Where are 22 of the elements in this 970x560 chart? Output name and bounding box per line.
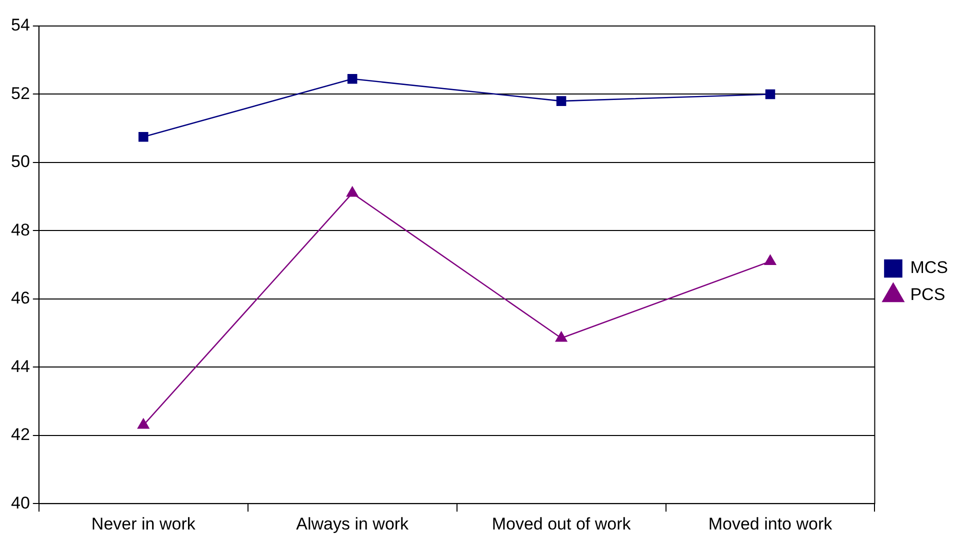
point — [555, 331, 568, 342]
point — [556, 96, 566, 106]
point — [764, 254, 776, 266]
y-tick-label: 52 — [10, 84, 30, 103]
y-tick-label: 50 — [10, 152, 30, 172]
point — [346, 186, 358, 197]
y-tick-label: 44 — [10, 356, 30, 376]
point — [138, 418, 150, 429]
x-tick-label: Moved into work — [708, 514, 833, 534]
y-tick-label: 42 — [10, 425, 30, 444]
point — [347, 74, 358, 84]
x-tick-label: Never in work — [91, 514, 196, 534]
legend-label: MCS — [910, 258, 948, 278]
legend-label: PCS — [910, 285, 946, 304]
y-tick-label: 46 — [10, 288, 30, 308]
point — [765, 89, 776, 100]
y-tick-label: 48 — [10, 220, 30, 240]
y-tick-label: 54 — [10, 16, 30, 35]
x-tick-label: Moved out of work — [492, 514, 632, 534]
point — [138, 132, 148, 142]
y-tick-label: 40 — [10, 493, 30, 512]
x-tick-label: Always in work — [296, 514, 410, 534]
